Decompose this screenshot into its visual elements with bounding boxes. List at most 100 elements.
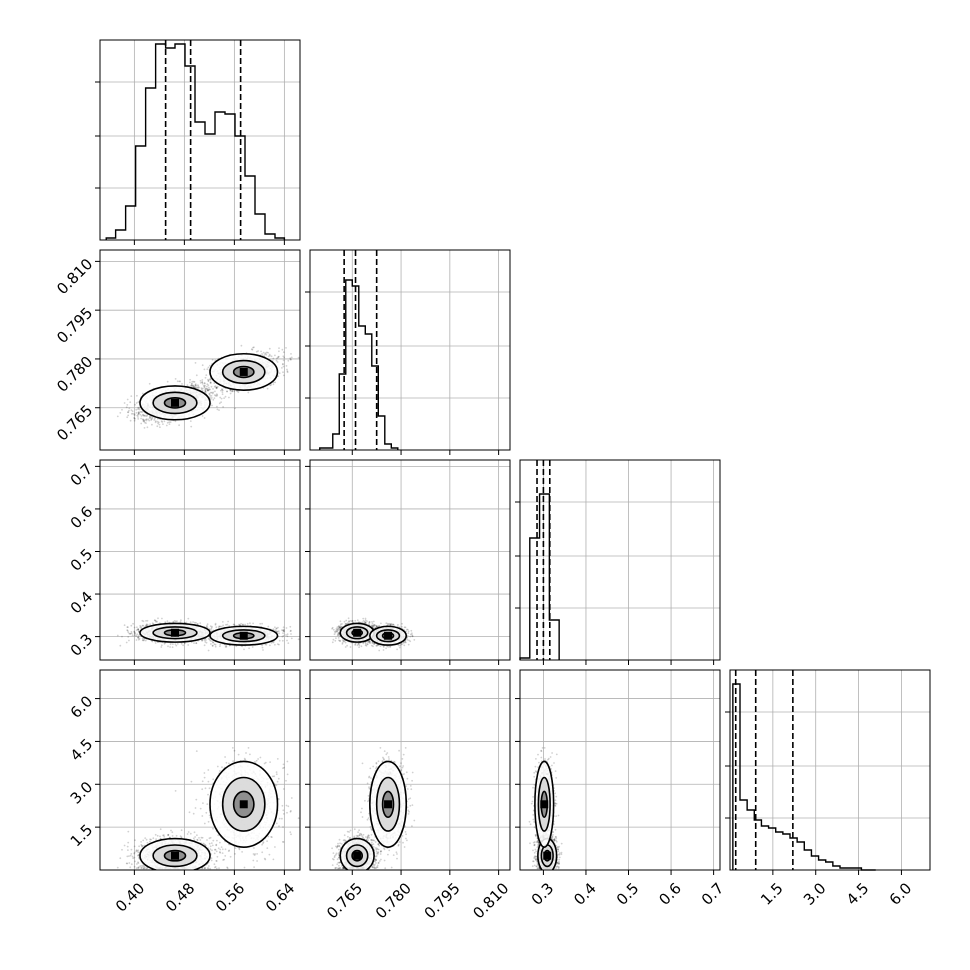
scatter-point (211, 404, 213, 407)
scatter-point (282, 634, 285, 637)
scatter-point (149, 417, 151, 420)
scatter-point (278, 350, 280, 353)
scatter-point (216, 408, 219, 411)
scatter-point (191, 382, 193, 385)
scatter-point (277, 630, 280, 632)
scatter-point (186, 384, 189, 386)
scatter-point (181, 383, 183, 385)
scatter-point (174, 420, 177, 423)
scatter-point (152, 623, 155, 625)
scatter-point (278, 632, 280, 635)
scatter-point (206, 368, 209, 371)
scatter-point (166, 380, 169, 383)
panel-0-0 (95, 39, 301, 245)
scatter-point (195, 385, 197, 387)
scatter-point (204, 388, 207, 391)
scatter-point (192, 384, 195, 387)
scatter-point (274, 629, 277, 632)
scatter-point (138, 412, 140, 415)
scatter-point (171, 646, 174, 649)
scatter-point (267, 355, 270, 358)
scatter-point (204, 641, 207, 643)
scatter-point (211, 644, 214, 647)
scatter-point (201, 639, 204, 642)
scatter-point (203, 368, 206, 371)
scatter-point (267, 351, 269, 354)
scatter-point (139, 626, 142, 629)
scatter-point (214, 623, 217, 626)
scatter-point (215, 387, 218, 389)
scatter-point (285, 634, 287, 636)
scatter-point (190, 383, 193, 385)
scatter-point (206, 385, 208, 388)
scatter-point (264, 352, 267, 355)
scatter-point (157, 617, 159, 620)
scatter-point (125, 406, 128, 409)
scatter-point (190, 425, 193, 428)
scatter-point (160, 420, 163, 422)
scatter-point (162, 423, 164, 425)
scatter-point (130, 630, 133, 633)
scatter-point (160, 644, 163, 647)
scatter-point (265, 353, 268, 356)
scatter-point (275, 627, 278, 630)
scatter-point (228, 396, 230, 399)
scatter-point (281, 348, 284, 351)
scatter-point (290, 629, 292, 632)
scatter-point (266, 387, 269, 390)
scatter-point (142, 414, 145, 417)
scatter-point (276, 361, 279, 363)
scatter-point (219, 645, 221, 648)
scatter-point (143, 419, 146, 422)
scatter-point (297, 356, 300, 359)
scatter-point (179, 380, 182, 383)
scatter-point (204, 384, 206, 387)
scatter-point (156, 420, 159, 423)
scatter-point (265, 643, 268, 646)
scatter-point (274, 643, 276, 646)
scatter-point (193, 642, 195, 644)
scatter-point (233, 623, 236, 626)
scatter-point (145, 415, 148, 418)
scatter-point (238, 623, 240, 626)
scatter-point (151, 622, 154, 624)
scatter-point (264, 643, 267, 646)
scatter-point (209, 639, 211, 641)
panel-1-0 (95, 249, 301, 455)
scatter-point (290, 353, 292, 355)
scatter-point (207, 380, 210, 382)
scatter-point (137, 411, 140, 414)
scatter-point (200, 388, 203, 391)
scatter-point (213, 382, 216, 384)
scatter-point (151, 640, 154, 643)
scatter-point (142, 624, 145, 627)
scatter-point (129, 419, 132, 422)
scatter-point (281, 363, 284, 366)
scatter-points (116, 617, 300, 652)
scatter-point (282, 371, 284, 374)
scatter-point (130, 632, 133, 635)
scatter-point (126, 416, 129, 419)
scatter-point (253, 346, 255, 349)
scatter-point (201, 389, 204, 392)
panel-frame (99, 39, 301, 241)
scatter-point (251, 348, 254, 351)
scatter-point (220, 401, 223, 404)
scatter-point (151, 423, 153, 426)
scatter-point (221, 393, 224, 396)
scatter-point (172, 643, 174, 645)
scatter-point (146, 623, 149, 626)
scatter-point (217, 625, 220, 628)
scatter-point (214, 622, 217, 625)
scatter-point (197, 385, 200, 388)
scatter-point (207, 389, 210, 392)
scatter-point (218, 409, 220, 411)
density-peak (239, 367, 248, 376)
scatter-point (204, 390, 207, 393)
scatter-point (222, 624, 225, 627)
scatter-point (143, 420, 146, 422)
scatter-point (225, 644, 228, 647)
scatter-point (154, 420, 157, 422)
scatter-point (142, 392, 144, 395)
scatter-point (215, 626, 218, 629)
